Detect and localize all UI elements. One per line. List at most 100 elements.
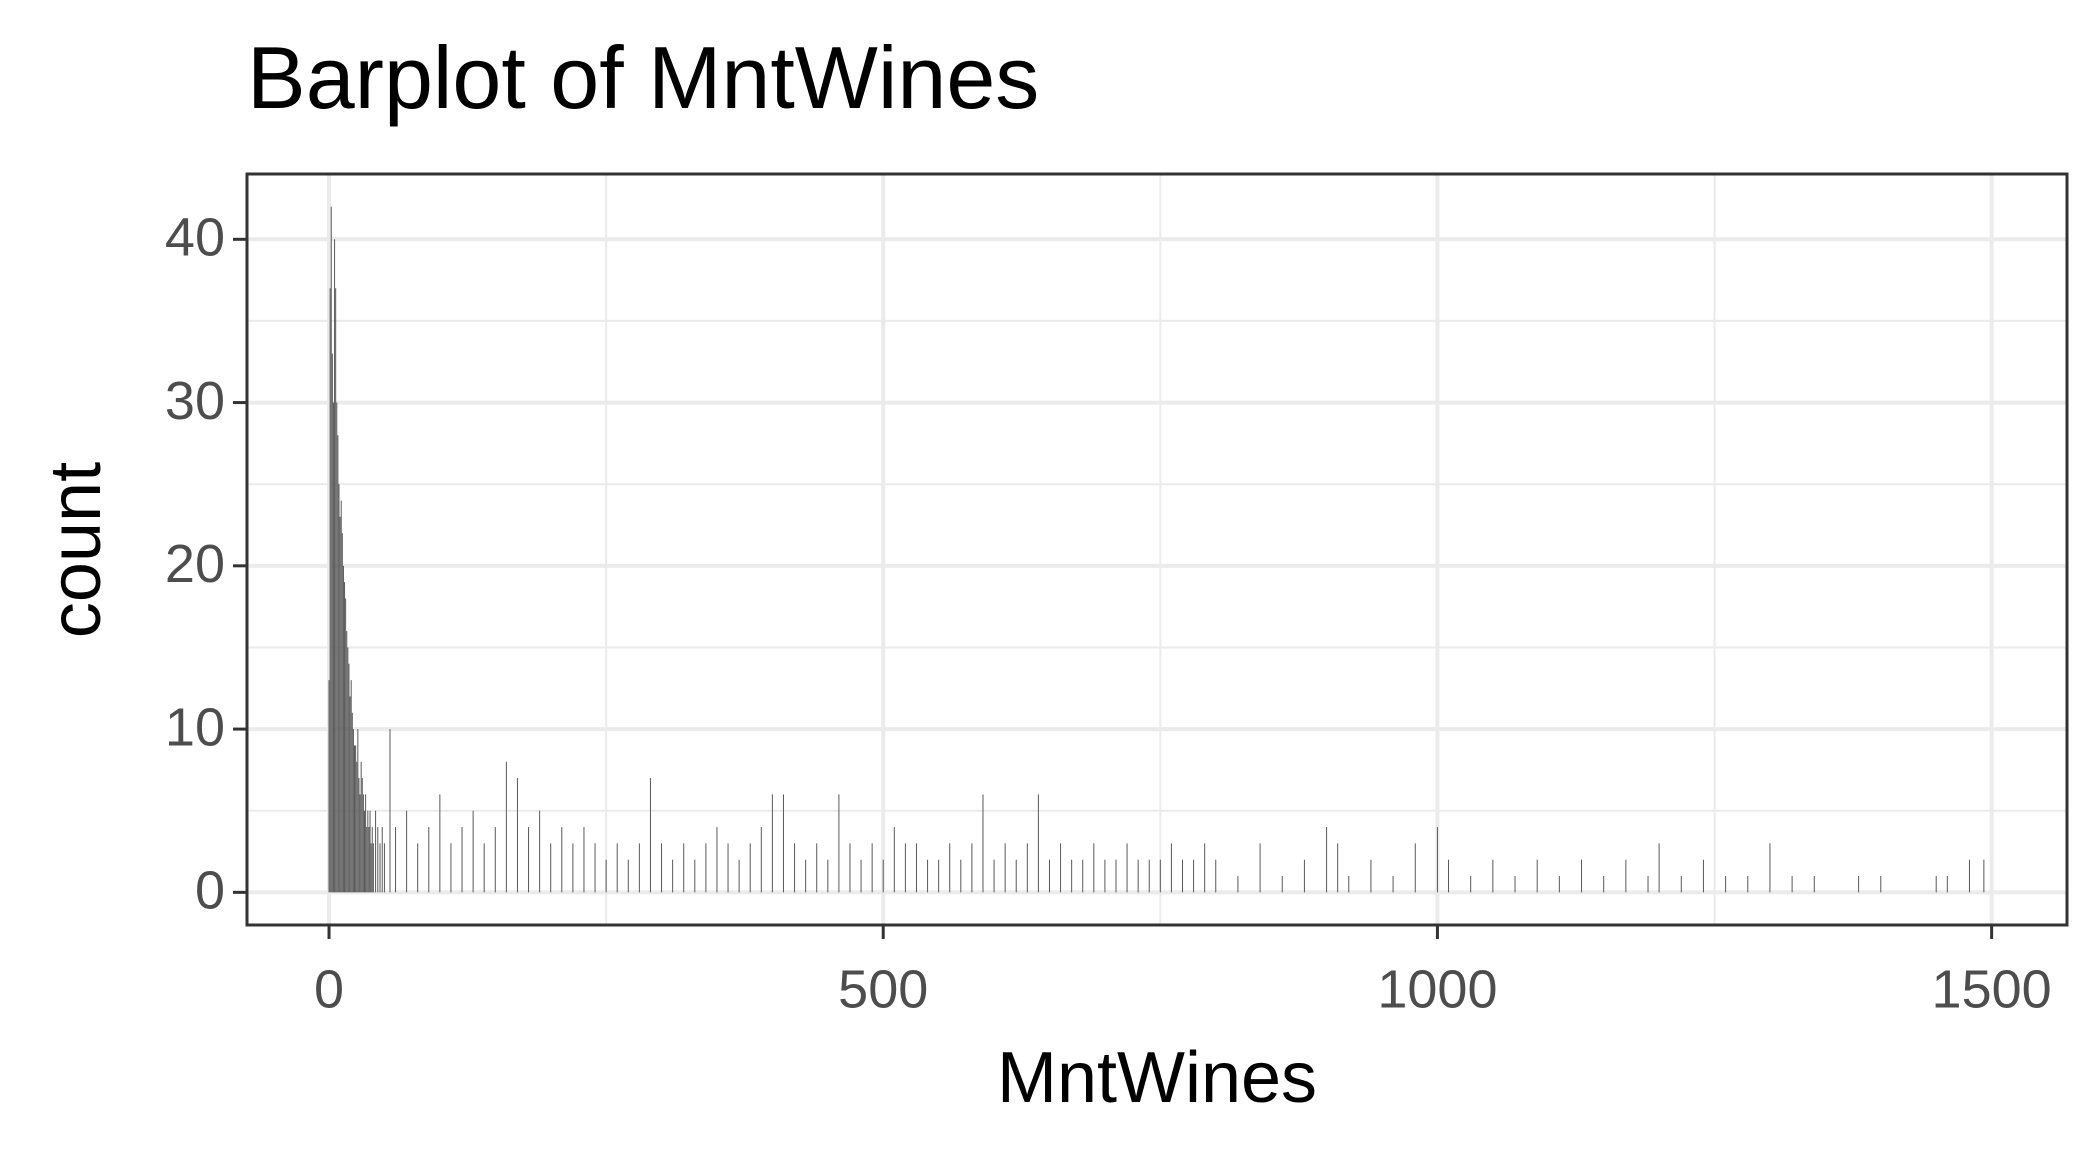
bar [1137,859,1139,893]
bar [661,843,663,893]
bar [904,843,906,893]
bar [605,859,607,893]
bar [342,565,344,893]
bar [1215,859,1217,893]
bar [1647,876,1649,893]
bar [1514,876,1516,893]
bar [1680,876,1682,893]
bar [1946,876,1948,893]
bar [328,680,330,893]
x-tick-label: 500 [838,959,928,1019]
bar [1658,843,1660,893]
bar [339,516,341,893]
bar [332,402,334,893]
bar [727,843,729,893]
bar [1259,843,1261,893]
bar [782,794,784,893]
bar [1492,859,1494,893]
bar [366,827,368,893]
y-tick-label: 10 [165,697,225,757]
bar [771,794,773,893]
bar [331,353,333,893]
bar [1813,876,1815,893]
bar [344,582,346,893]
bar [1082,859,1084,893]
bar [1037,794,1039,893]
bar [927,859,929,893]
bar [362,794,364,893]
bar [528,827,530,893]
bar [1747,876,1749,893]
bar [1326,827,1328,893]
bar [982,794,984,893]
bar [450,843,452,893]
bar [539,810,541,893]
x-tick-label: 0 [314,959,344,1019]
bar [368,827,370,893]
bar [334,239,336,893]
bar [516,778,518,893]
x-tick-label: 1000 [1377,959,1497,1019]
bar [1858,876,1860,893]
bar [1935,876,1937,893]
bar [1193,859,1195,893]
bar [616,843,618,893]
bar [627,859,629,893]
bar [849,843,851,893]
bar [349,696,351,893]
bar [395,827,397,893]
bar [583,827,585,893]
bar [1968,859,1970,893]
y-tick-label: 40 [165,208,225,268]
bar [375,810,377,893]
bar [1348,876,1350,893]
bar [359,794,361,893]
bar [572,843,574,893]
bar [1370,859,1372,893]
bar [716,827,718,893]
bar [379,843,381,893]
bar [363,810,365,893]
bar [938,859,940,893]
bar [860,859,862,893]
bar [594,843,596,893]
bar [1769,843,1771,893]
bar [1558,876,1560,893]
bar [1281,876,1283,893]
bar [472,810,474,893]
bar [354,745,356,893]
bar [1436,827,1438,893]
bar [356,761,358,893]
bar [347,647,349,893]
bar [348,663,350,893]
bar [1181,859,1183,893]
bar [949,843,951,893]
bar [816,843,818,893]
y-tick-label: 0 [195,861,225,921]
bar [369,810,371,893]
bar [882,859,884,893]
bar [505,761,507,893]
bar [1725,876,1727,893]
bar [1015,859,1017,893]
bar [1204,843,1206,893]
bar [550,843,552,893]
bar [1983,859,1985,893]
bar [330,206,332,893]
bar [638,843,640,893]
bar [1625,859,1627,893]
bar [335,288,337,893]
bar [377,827,379,893]
bar [871,843,873,893]
bar [367,810,369,893]
bar [346,631,348,893]
bar [827,859,829,893]
bar [355,745,357,893]
bar [1880,876,1882,893]
bar [1392,876,1394,893]
bar [338,484,340,893]
bar [561,827,563,893]
bar [1603,876,1605,893]
y-tick-label: 20 [165,534,225,594]
bar [428,827,430,893]
